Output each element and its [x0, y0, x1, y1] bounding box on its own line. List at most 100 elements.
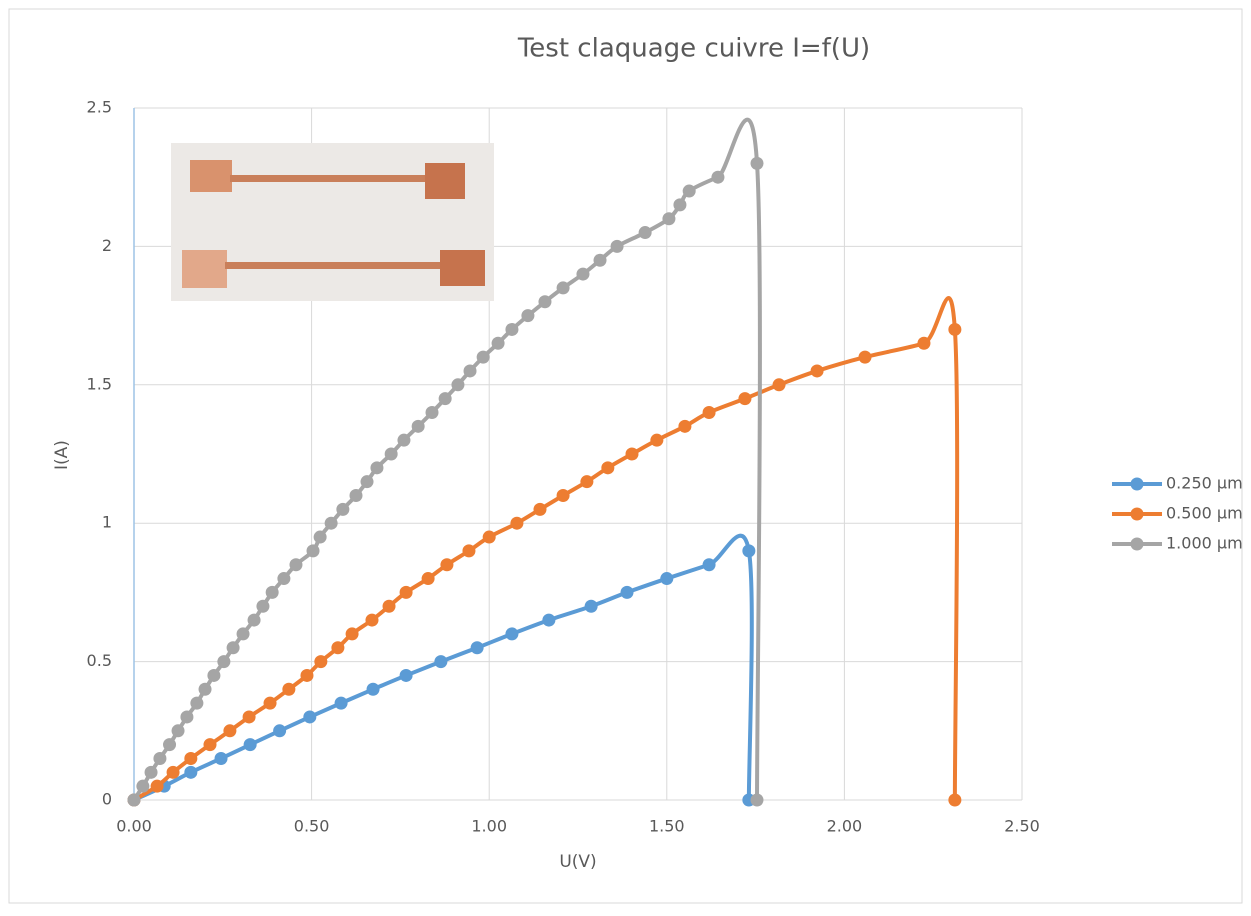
- data-point: [399, 668, 413, 682]
- data-point: [505, 627, 519, 641]
- data-point: [324, 516, 338, 530]
- data-point: [144, 765, 158, 779]
- data-point: [289, 558, 303, 572]
- data-point: [917, 336, 931, 350]
- data-point: [625, 447, 639, 461]
- data-point: [303, 710, 317, 724]
- data-point: [451, 378, 465, 392]
- data-point: [505, 322, 519, 336]
- legend-marker: [1130, 537, 1144, 551]
- chart-title: Test claquage cuivre I=f(U): [517, 34, 870, 64]
- data-point: [163, 738, 177, 752]
- data-point: [601, 461, 615, 475]
- data-point: [421, 572, 435, 586]
- legend-label: 0.250 µm: [1166, 474, 1243, 493]
- y-axis-label: I(A): [52, 440, 72, 470]
- data-point: [678, 419, 692, 433]
- data-point: [650, 433, 664, 447]
- data-point: [345, 627, 359, 641]
- data-point: [127, 793, 141, 807]
- data-point: [470, 641, 484, 655]
- data-point: [277, 572, 291, 586]
- strip: [225, 262, 445, 269]
- x-tick-label: 2.50: [1004, 817, 1040, 836]
- data-point: [772, 378, 786, 392]
- data-point: [166, 765, 180, 779]
- legend-marker: [1130, 507, 1144, 521]
- data-point: [580, 475, 594, 489]
- data-point: [153, 751, 167, 765]
- data-point: [331, 641, 345, 655]
- legend-label: 1.000 µm: [1166, 534, 1243, 553]
- data-point: [584, 599, 598, 613]
- data-point: [223, 724, 237, 738]
- data-point: [538, 295, 552, 309]
- data-point: [810, 364, 824, 378]
- data-point: [198, 682, 212, 696]
- data-point: [682, 184, 696, 198]
- data-point: [273, 724, 287, 738]
- data-point: [382, 599, 396, 613]
- pad: [440, 250, 485, 286]
- data-point: [742, 544, 756, 558]
- data-point: [236, 627, 250, 641]
- data-point: [184, 765, 198, 779]
- data-point: [556, 489, 570, 503]
- data-point: [313, 530, 327, 544]
- data-point: [136, 779, 150, 793]
- x-tick-label: 2.00: [827, 817, 863, 836]
- data-point: [349, 489, 363, 503]
- data-point: [263, 696, 277, 710]
- pad: [182, 250, 227, 288]
- legend-label: 0.500 µm: [1166, 504, 1243, 523]
- pad: [425, 163, 465, 199]
- inset-photo: [171, 143, 494, 301]
- data-point: [702, 558, 716, 572]
- data-point: [207, 668, 221, 682]
- data-point: [521, 309, 535, 323]
- data-point: [360, 475, 374, 489]
- data-point: [306, 544, 320, 558]
- data-point: [300, 668, 314, 682]
- data-point: [750, 156, 764, 170]
- data-point: [226, 641, 240, 655]
- data-point: [510, 516, 524, 530]
- data-point: [334, 696, 348, 710]
- data-point: [702, 405, 716, 419]
- data-point: [171, 724, 185, 738]
- data-point: [397, 433, 411, 447]
- data-point: [434, 655, 448, 669]
- data-point: [214, 751, 228, 765]
- data-point: [738, 392, 752, 406]
- data-point: [384, 447, 398, 461]
- data-point: [593, 253, 607, 267]
- data-point: [660, 572, 674, 586]
- data-point: [711, 170, 725, 184]
- data-point: [858, 350, 872, 364]
- data-point: [463, 364, 477, 378]
- data-point: [425, 405, 439, 419]
- data-point: [476, 350, 490, 364]
- data-point: [370, 461, 384, 475]
- data-point: [256, 599, 270, 613]
- data-point: [948, 322, 962, 336]
- pad: [190, 160, 232, 192]
- x-tick-label: 1.50: [649, 817, 685, 836]
- data-point: [217, 655, 231, 669]
- data-point: [247, 613, 261, 627]
- data-point: [180, 710, 194, 724]
- y-tick-label: 2: [102, 236, 112, 255]
- data-point: [542, 613, 556, 627]
- x-axis-label: U(V): [559, 852, 596, 872]
- data-point: [556, 281, 570, 295]
- x-tick-label: 0.00: [116, 817, 152, 836]
- data-point: [243, 738, 257, 752]
- data-point: [265, 585, 279, 599]
- x-tick-label: 0.50: [294, 817, 330, 836]
- y-tick-label: 0.5: [87, 651, 112, 670]
- data-point: [190, 696, 204, 710]
- data-point: [282, 682, 296, 696]
- y-tick-label: 0: [102, 790, 112, 809]
